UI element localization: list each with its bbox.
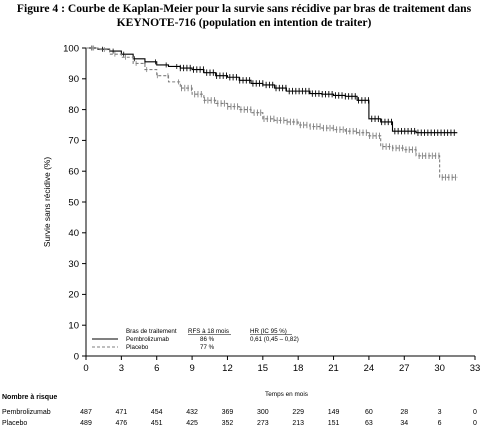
legend-header-hr: HR (IC 95 %) [250,328,287,335]
legend-rfs: 86 % [200,336,215,343]
x-tick-label: 3 [119,363,124,374]
risk-value: 149 [328,409,340,416]
y-tick-label: 0 [74,351,79,362]
risk-value: 489 [80,420,92,427]
y-axis-label: Survie sans récidive (%) [42,157,52,248]
figure-title-line2: KEYNOTE-716 (population en intention de … [116,16,372,29]
y-tick-label: 60 [68,167,79,178]
risk-value: 34 [400,420,408,427]
risk-value: 300 [257,409,269,416]
x-tick-label: 6 [154,363,159,374]
risk-value: 425 [186,420,198,427]
series-line-placebo [86,47,458,178]
risk-value: 0 [473,409,477,416]
figure-title-line1: Figure 4 : Courbe de Kaplan-Meier pour l… [16,2,472,15]
risk-value: 487 [80,409,92,416]
risk-row-label: Placebo [2,420,27,427]
y-tick-label: 20 [68,290,79,301]
y-tick-label: 40 [68,228,79,239]
risk-value: 352 [222,420,234,427]
risk-table: Nombre à risque Pembrolizumab 487 471 454 432… [2,394,477,427]
risk-value: 369 [222,409,234,416]
risk-value: 273 [257,420,269,427]
x-tick-label: 21 [328,363,339,374]
risk-value: 6 [438,420,442,427]
risk-value: 28 [400,409,408,416]
risk-value: 432 [186,409,198,416]
risk-value: 451 [151,420,163,427]
x-tick-label: 0 [83,363,88,374]
series-line-pembrolizumab [86,47,458,134]
y-tick-label: 10 [68,321,79,332]
risk-row-label: Pembrolizumab [2,409,51,416]
risk-value: 229 [292,409,304,416]
risk-value: 471 [116,409,128,416]
y-tick-label: 80 [68,105,79,116]
x-tick-label: 24 [364,363,375,374]
x-tick-label: 18 [293,363,304,374]
x-tick-label: 15 [258,363,269,374]
legend-arm: Pembrolizumab [126,336,170,343]
figure-title: Figure 4 : Courbe de Kaplan-Meier pour l… [0,2,488,30]
series-pembrolizumab [86,45,458,136]
y-tick-label: 30 [68,259,79,270]
x-tick-label: 30 [434,363,445,374]
legend-rfs: 77 % [200,344,215,351]
y-tick-label: 90 [68,74,79,85]
chart-axes: 0 10 20 30 40 50 60 70 80 90 100 0 3 6 9 12 15 18 21 24 27 30… [42,43,480,398]
chart-legend: Bras de traitement RFS à 18 mois HR (IC 95… [92,328,299,351]
series-placebo [86,45,458,181]
y-tick-label: 70 [68,136,79,147]
y-tick-label: 50 [68,197,79,208]
x-tick-label: 12 [222,363,233,374]
x-tick-label: 33 [470,363,481,374]
series-layer [86,45,458,181]
x-axis-label: Temps en mois [265,391,308,398]
risk-value: 3 [438,409,442,416]
risk-value: 476 [116,420,128,427]
legend-header-rfs: RFS à 18 mois [188,328,229,335]
risk-value: 151 [328,420,340,427]
legend-hr: 0,61 (0,45 – 0,82) [250,336,299,343]
risk-value: 213 [292,420,304,427]
risk-value: 60 [365,409,373,416]
legend-arm: Placebo [126,344,149,351]
risk-value: 63 [365,420,373,427]
legend-header-arm: Bras de traitement [126,328,177,335]
x-tick-label: 9 [189,363,194,374]
risk-table-header: Nombre à risque [2,394,57,401]
risk-value: 0 [473,420,477,427]
x-tick-label: 27 [399,363,410,374]
y-tick-label: 100 [63,43,79,54]
risk-value: 454 [151,409,163,416]
